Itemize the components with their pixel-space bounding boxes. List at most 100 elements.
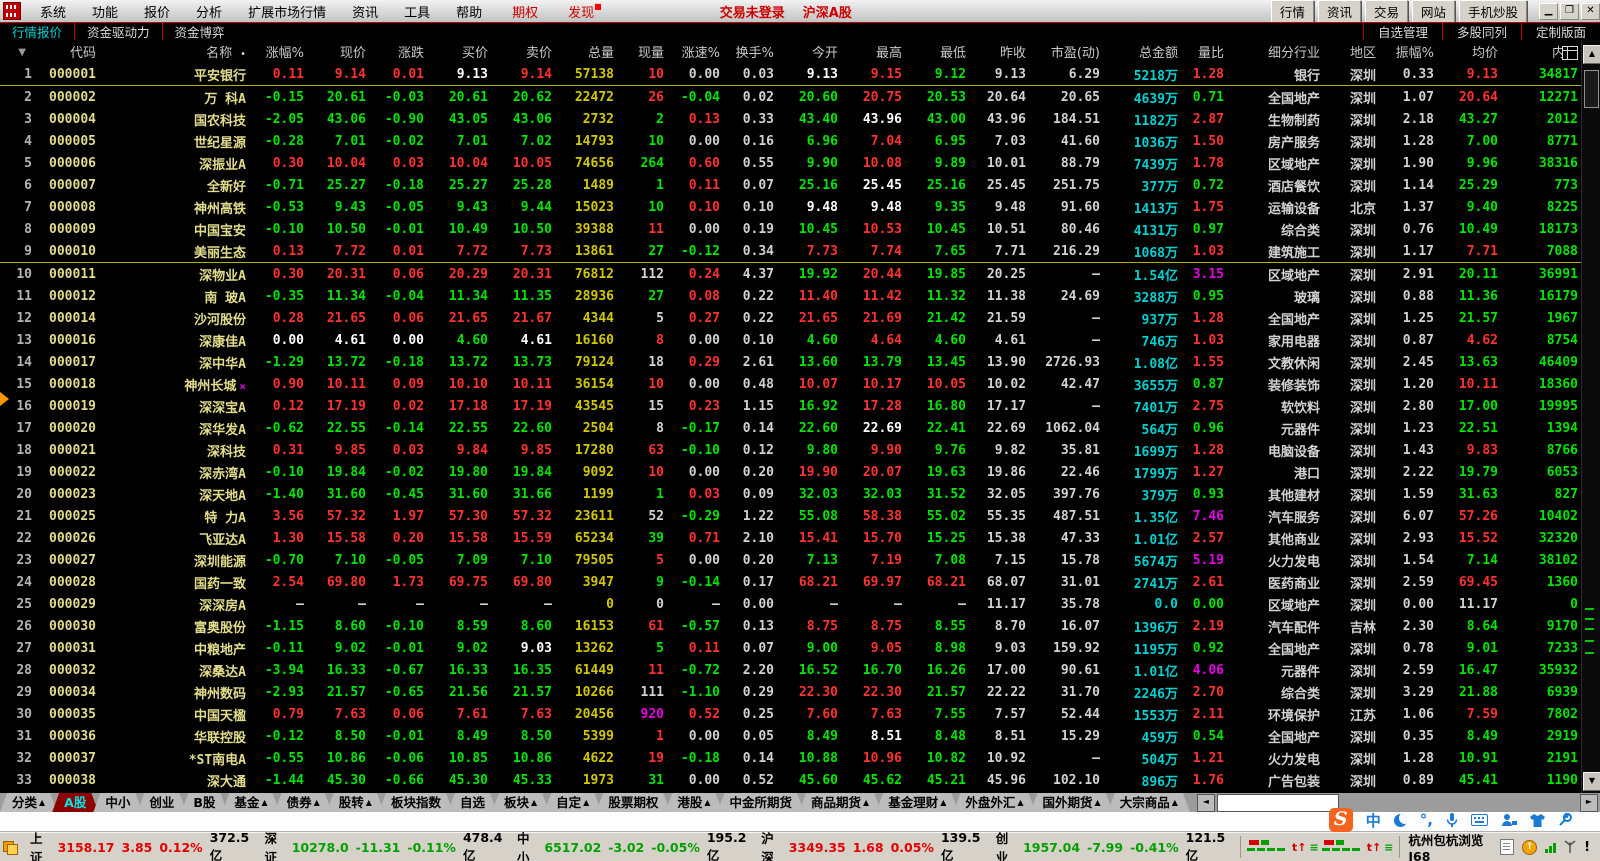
market-tab-8[interactable]: 板块指数 <box>379 793 453 812</box>
sort-header[interactable]: ▼ <box>0 40 36 63</box>
microphone-icon[interactable] <box>1446 812 1458 828</box>
stock-code[interactable]: 000037 <box>49 750 96 766</box>
menu-item-1[interactable]: 功能 <box>92 5 119 21</box>
stock-name[interactable]: 平安银行 <box>100 63 250 86</box>
stock-code[interactable]: 000017 <box>49 354 96 370</box>
stock-code[interactable]: 000028 <box>49 574 96 590</box>
menu-item-6[interactable]: 工具 <box>404 5 431 21</box>
top-button-1[interactable]: 资讯 <box>1317 0 1361 23</box>
stock-code[interactable]: 000038 <box>49 772 96 788</box>
stock-row-000018[interactable]: 15 000018 神州长城 × 0.90 10.11 0.09 10.10 10.11 3615… <box>0 373 1582 395</box>
stock-row-000038[interactable]: 33 000038 深大通 -1.44 45.30 -0.66 45.30 45.33 1973… <box>0 769 1582 791</box>
stock-name[interactable]: 深华发A <box>199 422 246 438</box>
market-tab-2[interactable]: 中小 <box>93 793 142 812</box>
stock-name[interactable]: 神州高铁 <box>193 201 246 217</box>
stock-code[interactable]: 000001 <box>36 63 100 86</box>
stock-row-000012[interactable]: 11 000012 南 玻A -0.35 11.34 -0.04 11.34 11.35 289… <box>0 285 1582 307</box>
column-header-20[interactable]: 振幅% <box>1395 46 1434 61</box>
column-config-icon[interactable] <box>1562 46 1578 60</box>
stock-row-000023[interactable]: 20 000023 深天地A -1.40 31.60 -0.45 31.60 31.66 119… <box>0 483 1582 505</box>
stock-name[interactable]: 特 力A <box>204 510 246 526</box>
stock-row-000006[interactable]: 5 000006 深振业A 0.30 10.04 0.03 10.04 10.05 74656 2… <box>0 152 1582 174</box>
tab-scrollbar-thumb[interactable] <box>1216 794 1339 812</box>
message-list-icon[interactable] <box>1500 839 1515 855</box>
stock-row-000017[interactable]: 14 000017 深中华A -1.29 13.72 -0.18 13.72 13.73 791… <box>0 351 1582 373</box>
column-header-14[interactable]: 昨收 <box>999 46 1026 61</box>
stock-row-000030[interactable]: 26 000030 富奥股份 -1.15 8.60 -0.10 8.59 8.60 16153 6… <box>0 615 1582 637</box>
market-tab-9[interactable]: 自选 <box>448 793 497 812</box>
column-header-5[interactable]: 买价 <box>461 46 488 61</box>
stock-row-000022[interactable]: 19 000022 深赤湾A -0.10 19.84 -0.02 19.80 19.84 909… <box>0 461 1582 483</box>
scrollbar-thumb[interactable] <box>1584 70 1599 108</box>
column-header-11[interactable]: 今开 <box>811 46 838 61</box>
column-header-4[interactable]: 涨跌 <box>397 46 424 61</box>
keyboard-icon[interactable] <box>1471 814 1488 826</box>
column-header-18[interactable]: 细分行业 <box>1267 46 1320 61</box>
market-tab-17[interactable]: 外盘外汇 ▲ <box>953 793 1035 812</box>
column-header-8[interactable]: 现量 <box>637 46 664 61</box>
stock-code[interactable]: 000023 <box>49 486 96 502</box>
column-header-7[interactable]: 总量 <box>587 46 614 61</box>
menu-item-0[interactable]: 系统 <box>40 5 67 21</box>
stock-code[interactable]: 000014 <box>49 310 96 326</box>
close-button[interactable]: ✕ <box>1581 2 1600 20</box>
stock-code[interactable]: 000025 <box>49 508 96 524</box>
alert-icon[interactable]: ! <box>1584 839 1590 855</box>
market-tab-15[interactable]: 商品期货 ▲ <box>799 793 881 812</box>
stock-row-000014[interactable]: 12 000014 沙河股份 0.28 21.65 0.06 21.65 21.67 4344 5… <box>0 307 1582 329</box>
stock-row-000005[interactable]: 4 000005 世纪星源 -0.28 7.01 -0.02 7.01 7.02 14793 10… <box>0 130 1582 152</box>
top-button-3[interactable]: 网站 <box>1411 0 1455 23</box>
stock-name[interactable]: 深圳能源 <box>193 554 246 570</box>
index-item-2[interactable]: 中小 6517.02 -3.02 -0.05% 195.2亿 <box>516 830 747 861</box>
stock-name[interactable]: 神州长城 × <box>184 378 246 394</box>
sogou-logo-icon[interactable]: S <box>1328 808 1353 832</box>
stock-name[interactable]: 深赤湾A <box>199 466 246 482</box>
market-tab-16[interactable]: 基金理财 ▲ <box>876 793 958 812</box>
stock-name[interactable]: 深天地A <box>199 488 246 504</box>
stock-code[interactable]: 000032 <box>49 662 96 678</box>
restore-button[interactable]: ❐ <box>1560 2 1579 20</box>
stock-row-000001[interactable]: 1 000001 平安银行 0.11 9.14 0.01 9.13 9.14 57138 10 0.… <box>0 63 1582 86</box>
stock-code[interactable]: 000018 <box>49 376 96 392</box>
stock-code[interactable]: 000027 <box>49 552 96 568</box>
stock-name[interactable]: 深桑达A <box>199 664 246 680</box>
coin-icon[interactable]: ↑ <box>1522 839 1538 855</box>
stock-name[interactable]: 深深房A <box>199 598 246 614</box>
column-header-6[interactable]: 卖价 <box>525 46 552 61</box>
menu-item-3[interactable]: 分析 <box>196 5 223 21</box>
column-header-1[interactable]: 名称 • <box>206 46 246 61</box>
stock-name[interactable]: 南 玻A <box>204 290 246 306</box>
stock-code[interactable]: 000012 <box>49 288 96 304</box>
stock-code[interactable]: 000008 <box>49 199 96 215</box>
stock-name[interactable]: 中粮地产 <box>193 642 246 658</box>
stock-code[interactable]: 000009 <box>49 221 96 237</box>
skin-shirt-icon[interactable] <box>1530 813 1545 827</box>
index-item-4[interactable]: 创业 1957.04 -7.99 -0.41% 121.5亿 <box>995 830 1226 861</box>
stock-row-000034[interactable]: 29 000034 神州数码 -2.93 21.57 -0.65 21.56 21.57 102… <box>0 681 1582 703</box>
top-button-0[interactable]: 行情 <box>1270 0 1314 23</box>
column-header-0[interactable]: 代码 <box>69 46 96 61</box>
column-header-12[interactable]: 最高 <box>875 46 902 61</box>
market-tab-6[interactable]: 债券 ▲ <box>275 793 332 812</box>
tab-scroll-right-icon[interactable]: ► <box>1580 794 1598 812</box>
tab-scroll-left-icon[interactable]: ◄ <box>1196 794 1215 812</box>
stock-row-000004[interactable]: 3 000004 国农科技 -2.05 43.06 -0.90 43.05 43.06 2732… <box>0 108 1582 130</box>
stock-name[interactable]: 神州数码 <box>193 686 246 702</box>
top-button-2[interactable]: 交易 <box>1364 0 1408 23</box>
market-tab-5[interactable]: 基金 ▲ <box>222 793 279 812</box>
column-header-15[interactable]: 市盈(动) <box>1050 46 1100 61</box>
stock-row-000009[interactable]: 8 000009 中国宝安 -0.10 10.50 -0.01 10.49 10.50 3938… <box>0 218 1582 240</box>
stock-name[interactable]: 全新好 <box>206 179 246 195</box>
stock-code[interactable]: 000020 <box>49 420 96 436</box>
stock-row-000011[interactable]: 10 000011 深物业A 0.30 20.31 0.06 20.29 20.31 76812… <box>0 263 1582 286</box>
column-header-3[interactable]: 现价 <box>339 46 366 61</box>
stock-row-000010[interactable]: 9 000010 美丽生态 0.13 7.72 0.01 7.72 7.73 13861 27 -0… <box>0 240 1582 263</box>
column-header-17[interactable]: 量比 <box>1197 46 1224 61</box>
stock-code[interactable]: 000031 <box>49 640 96 656</box>
stock-code[interactable]: 000004 <box>49 111 96 127</box>
market-tab-14[interactable]: 中金所期货 <box>718 793 805 812</box>
market-tab-10[interactable]: 板块 ▲ <box>492 793 549 812</box>
scroll-down-icon[interactable]: ▼ <box>1583 772 1600 791</box>
stock-row-000021[interactable]: 18 000021 深科技 0.31 9.85 0.03 9.84 9.85 17280 63 -0… <box>0 439 1582 461</box>
column-header-2[interactable]: 涨幅% <box>265 46 304 61</box>
